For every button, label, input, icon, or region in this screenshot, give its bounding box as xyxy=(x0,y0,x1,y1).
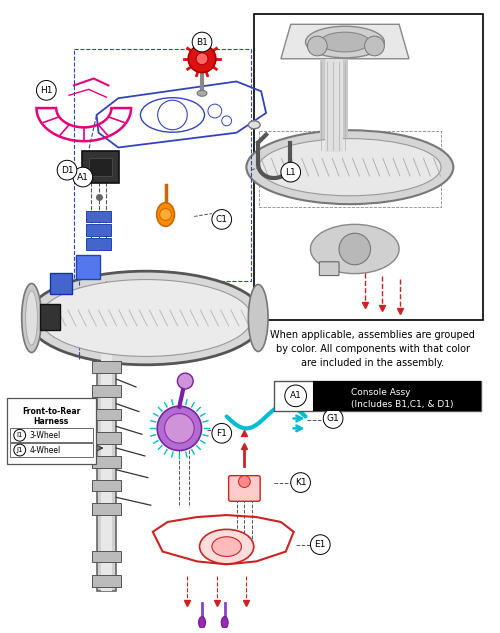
Circle shape xyxy=(73,167,92,187)
Text: C1: C1 xyxy=(216,215,228,224)
Circle shape xyxy=(308,36,327,56)
FancyBboxPatch shape xyxy=(86,211,112,222)
FancyBboxPatch shape xyxy=(50,273,72,294)
Ellipse shape xyxy=(221,617,228,629)
Circle shape xyxy=(285,385,306,406)
Text: Front-to-Rear
Harness: Front-to-Rear Harness xyxy=(22,406,80,426)
FancyBboxPatch shape xyxy=(10,443,92,457)
Circle shape xyxy=(160,209,172,220)
Text: G1: G1 xyxy=(326,414,340,423)
FancyBboxPatch shape xyxy=(96,354,116,591)
Text: I1: I1 xyxy=(16,432,23,438)
Circle shape xyxy=(57,160,77,180)
Text: K1: K1 xyxy=(295,478,306,487)
Circle shape xyxy=(323,409,343,429)
Text: D1: D1 xyxy=(60,166,74,175)
Ellipse shape xyxy=(157,406,202,451)
Circle shape xyxy=(212,423,232,443)
Ellipse shape xyxy=(28,271,264,365)
FancyBboxPatch shape xyxy=(10,429,92,442)
FancyBboxPatch shape xyxy=(86,238,112,250)
Circle shape xyxy=(212,210,232,229)
Circle shape xyxy=(188,45,216,73)
FancyBboxPatch shape xyxy=(314,381,481,411)
Circle shape xyxy=(339,233,370,265)
Ellipse shape xyxy=(258,139,441,196)
Ellipse shape xyxy=(306,26,384,58)
FancyBboxPatch shape xyxy=(40,304,60,330)
Ellipse shape xyxy=(40,280,252,356)
FancyBboxPatch shape xyxy=(92,503,121,515)
Text: 3-Wheel: 3-Wheel xyxy=(30,430,61,440)
FancyBboxPatch shape xyxy=(100,354,112,591)
Text: B1: B1 xyxy=(196,37,208,47)
FancyBboxPatch shape xyxy=(7,398,96,464)
FancyBboxPatch shape xyxy=(82,151,119,183)
FancyBboxPatch shape xyxy=(325,59,343,153)
Ellipse shape xyxy=(248,284,268,351)
Text: 4-Wheel: 4-Wheel xyxy=(30,446,61,454)
Text: E1: E1 xyxy=(314,540,326,549)
FancyBboxPatch shape xyxy=(92,385,121,397)
FancyBboxPatch shape xyxy=(274,381,481,411)
Text: F1: F1 xyxy=(216,429,227,438)
Ellipse shape xyxy=(320,32,370,52)
Circle shape xyxy=(290,473,310,492)
FancyBboxPatch shape xyxy=(92,456,121,468)
FancyBboxPatch shape xyxy=(92,361,121,373)
FancyBboxPatch shape xyxy=(76,255,100,279)
FancyBboxPatch shape xyxy=(92,409,121,420)
Circle shape xyxy=(281,162,300,182)
Ellipse shape xyxy=(246,130,454,204)
Circle shape xyxy=(196,53,208,65)
Polygon shape xyxy=(281,24,409,59)
Ellipse shape xyxy=(22,284,42,353)
Text: A1: A1 xyxy=(290,391,302,400)
FancyBboxPatch shape xyxy=(92,432,121,444)
FancyBboxPatch shape xyxy=(320,59,348,153)
Circle shape xyxy=(238,475,250,487)
Text: H1: H1 xyxy=(40,86,52,95)
Ellipse shape xyxy=(200,529,254,564)
FancyBboxPatch shape xyxy=(228,475,260,501)
FancyBboxPatch shape xyxy=(92,551,121,562)
FancyBboxPatch shape xyxy=(254,15,483,320)
Circle shape xyxy=(14,429,26,441)
Ellipse shape xyxy=(310,224,399,273)
Circle shape xyxy=(310,535,330,555)
Text: A1: A1 xyxy=(77,173,88,182)
Ellipse shape xyxy=(156,203,174,227)
Circle shape xyxy=(14,444,26,456)
Ellipse shape xyxy=(26,291,38,345)
FancyBboxPatch shape xyxy=(86,224,112,236)
FancyBboxPatch shape xyxy=(92,575,121,587)
Ellipse shape xyxy=(198,617,205,629)
Ellipse shape xyxy=(248,121,260,128)
Ellipse shape xyxy=(164,413,194,443)
FancyBboxPatch shape xyxy=(92,480,121,491)
Text: When applicable, assemblies are grouped
by color. All components with that color: When applicable, assemblies are grouped … xyxy=(270,330,475,368)
Circle shape xyxy=(36,80,56,100)
FancyBboxPatch shape xyxy=(88,158,112,176)
Text: L1: L1 xyxy=(286,168,296,177)
Text: J1: J1 xyxy=(16,447,23,453)
Ellipse shape xyxy=(212,537,242,556)
Circle shape xyxy=(364,36,384,56)
FancyBboxPatch shape xyxy=(320,262,339,275)
Circle shape xyxy=(192,32,212,52)
Ellipse shape xyxy=(197,91,207,96)
Circle shape xyxy=(178,373,193,389)
Text: Console Assy
(Includes B1,C1, & D1): Console Assy (Includes B1,C1, & D1) xyxy=(351,388,454,409)
